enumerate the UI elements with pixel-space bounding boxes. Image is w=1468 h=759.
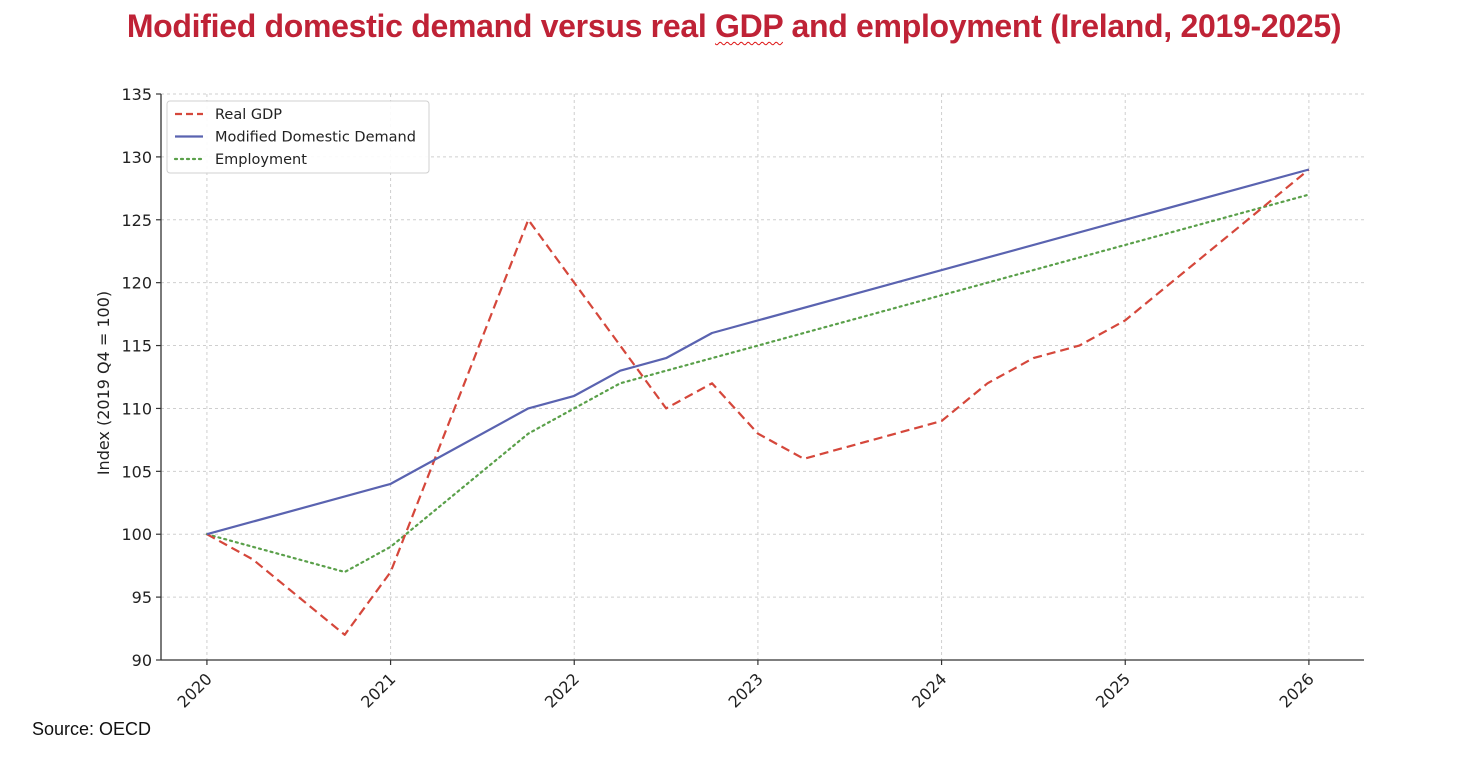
- y-tick-label: 110: [121, 399, 152, 418]
- legend-box: [166, 100, 430, 174]
- legend-entry: Modified Domestic Demand: [215, 130, 416, 146]
- axes: [156, 93, 1364, 665]
- y-axis-label: Index (2019 Q4 = 100): [94, 291, 113, 475]
- legend-entry: Employment: [215, 152, 307, 168]
- y-tick-label: 135: [121, 85, 152, 104]
- y-tick-label: 115: [121, 337, 152, 356]
- x-tick-label: 2024: [908, 669, 950, 711]
- chart-title: Modified domestic demand versus real GDP…: [0, 8, 1468, 45]
- real-gdp-line: [206, 168, 1310, 636]
- y-tick-label: 125: [121, 211, 152, 230]
- modified-domestic-demand-line: [206, 168, 1310, 536]
- y-tick-label: 100: [121, 525, 152, 544]
- x-tick-label: 2022: [541, 669, 583, 711]
- y-tick-label: 130: [121, 148, 152, 167]
- y-tick-label: 105: [121, 462, 152, 481]
- grid-lines: [161, 93, 1364, 661]
- title-prefix: Modified domestic demand versus real: [126, 8, 715, 44]
- y-tick-labels: 90 95 100 105 110 115 120 125 130 135: [121, 85, 152, 670]
- series-lines: [205, 168, 1311, 636]
- x-tick-label: 2023: [725, 669, 767, 711]
- y-tick-label: 120: [121, 274, 152, 293]
- x-tick-labels: 2020 2021 2022 2023 2024 2025 2026: [174, 669, 1318, 711]
- x-tick-label: 2020: [174, 669, 216, 711]
- x-tick-label: 2021: [357, 669, 399, 711]
- source-note: Source: OECD: [32, 719, 152, 739]
- x-tick-label: 2025: [1092, 669, 1134, 711]
- y-tick-label: 90: [132, 651, 152, 670]
- employment-line: [205, 193, 1311, 574]
- title-suffix: and employment (Ireland, 2019-2025): [782, 8, 1342, 44]
- title-gdp: GDP: [715, 8, 783, 44]
- y-tick-label: 95: [132, 588, 152, 607]
- legend-entry: Real GDP: [215, 107, 282, 123]
- legend: Real GDP Modified Domestic Demand Employme…: [166, 100, 430, 174]
- x-tick-label: 2026: [1276, 669, 1318, 711]
